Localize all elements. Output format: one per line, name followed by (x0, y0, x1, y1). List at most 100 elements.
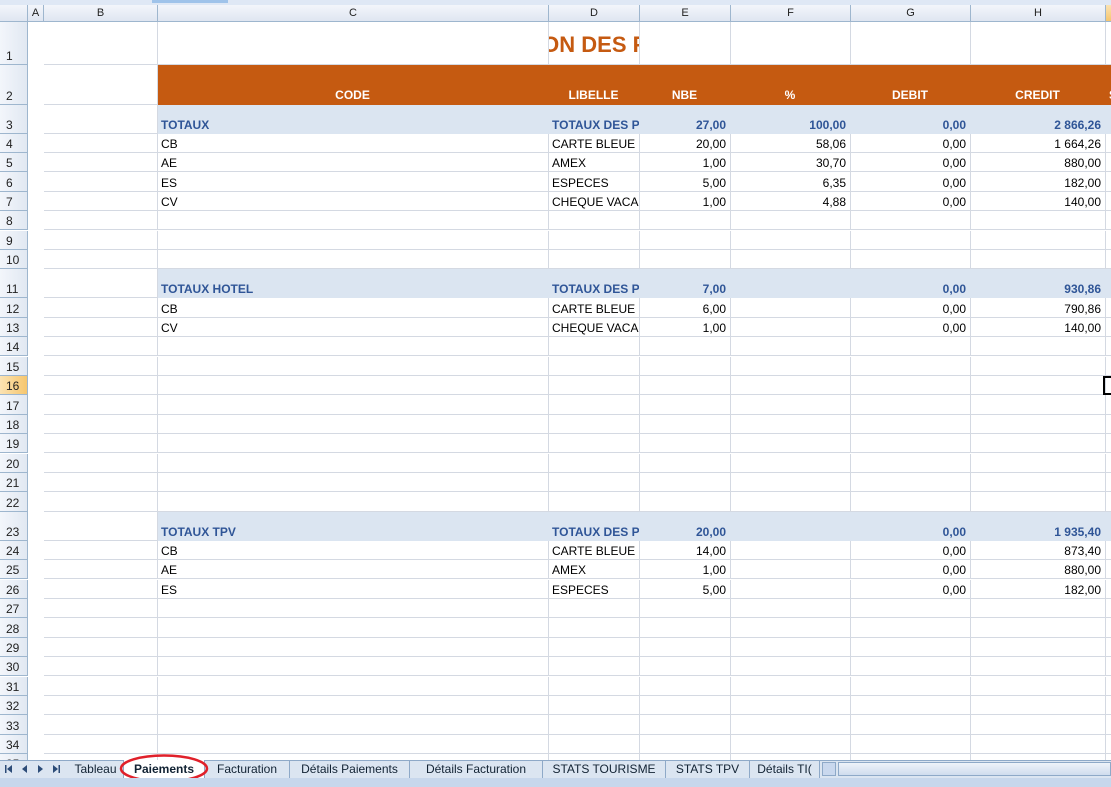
cell[interactable] (44, 453, 158, 473)
cell[interactable] (640, 657, 731, 677)
sheet-tab[interactable]: STATS TPV (666, 760, 750, 778)
cell[interactable]: % (731, 65, 851, 105)
cell[interactable] (640, 492, 731, 512)
column-header[interactable] (1106, 5, 1111, 22)
row-header[interactable]: 18 (0, 414, 28, 435)
row-header[interactable]: 24 (0, 540, 28, 561)
cell[interactable] (1106, 696, 1111, 716)
cell[interactable] (44, 133, 158, 153)
cell[interactable] (44, 317, 158, 338)
cell[interactable] (158, 434, 549, 454)
cell[interactable] (971, 434, 1106, 454)
cell[interactable]: 880,00 (1106, 560, 1111, 580)
cell[interactable] (44, 511, 158, 541)
row-header[interactable]: 23 (0, 511, 28, 541)
cell[interactable]: 1,00 (640, 152, 731, 173)
cell[interactable]: 20,00 (640, 511, 731, 541)
row-header[interactable]: 22 (0, 492, 28, 512)
row-header[interactable]: 32 (0, 695, 28, 716)
cell[interactable] (549, 492, 640, 512)
cell[interactable] (971, 337, 1106, 357)
row-header[interactable]: 29 (0, 637, 28, 658)
cell[interactable] (1106, 250, 1111, 270)
cell[interactable] (640, 453, 731, 473)
cell[interactable] (731, 492, 851, 512)
cell[interactable] (731, 695, 851, 716)
cell[interactable]: 0,00 (851, 191, 971, 212)
cell[interactable] (1106, 492, 1111, 512)
cell[interactable] (44, 375, 158, 396)
cell[interactable] (971, 715, 1106, 735)
cell[interactable]: ES (158, 172, 549, 192)
cell[interactable] (549, 637, 640, 658)
cell[interactable] (549, 375, 640, 396)
row-header[interactable]: 1 (0, 22, 28, 65)
cell[interactable] (731, 395, 851, 415)
cell[interactable] (851, 657, 971, 677)
cell[interactable] (731, 317, 851, 338)
cell[interactable]: CV (158, 191, 549, 212)
sheet-tab[interactable]: Tableau (68, 760, 124, 778)
cell[interactable]: 182,00 (971, 579, 1106, 599)
cell[interactable]: 1,00 (640, 191, 731, 212)
cell[interactable] (1106, 735, 1111, 755)
row-header[interactable]: 26 (0, 579, 28, 599)
cell[interactable] (731, 472, 851, 493)
cell[interactable] (549, 657, 640, 677)
cell[interactable] (1106, 22, 1111, 65)
cell[interactable] (1106, 638, 1111, 658)
cell[interactable] (731, 414, 851, 435)
cell[interactable] (44, 734, 158, 755)
cell[interactable]: 27,00 (640, 104, 731, 134)
cell[interactable] (44, 618, 158, 638)
cell[interactable] (731, 375, 851, 396)
cell[interactable] (158, 230, 549, 250)
cell[interactable] (1106, 415, 1111, 435)
cell[interactable] (549, 676, 640, 696)
cell[interactable] (971, 637, 1106, 658)
cell[interactable]: 0,00 (851, 298, 971, 318)
row-header[interactable]: 5 (0, 152, 28, 173)
cell[interactable] (1106, 357, 1111, 376)
cell[interactable]: AMEX (549, 560, 640, 580)
cell[interactable] (44, 211, 158, 231)
row-header[interactable]: 33 (0, 715, 28, 735)
cell[interactable] (44, 191, 158, 212)
cell[interactable] (549, 434, 640, 454)
cell[interactable] (549, 453, 640, 473)
cell[interactable] (1106, 657, 1111, 677)
cell[interactable] (731, 618, 851, 638)
cell[interactable] (851, 22, 971, 65)
cell[interactable] (44, 695, 158, 716)
cell[interactable] (1106, 337, 1111, 357)
cell[interactable] (44, 65, 158, 105)
cell[interactable] (971, 453, 1106, 473)
cell[interactable]: 0,00 (851, 511, 971, 541)
cell[interactable] (44, 676, 158, 696)
cell[interactable]: DEBIT (851, 65, 971, 105)
cell[interactable] (44, 472, 158, 493)
cell[interactable] (971, 22, 1106, 65)
cell[interactable]: CHEQUE VACANCES (549, 317, 640, 338)
cell[interactable] (731, 676, 851, 696)
cell[interactable]: 140,00 (1106, 318, 1111, 338)
cell[interactable]: 0,00 (851, 104, 971, 134)
row-header[interactable]: 4 (0, 133, 28, 153)
row-header[interactable]: 16 (0, 375, 28, 396)
sheet-tab[interactable]: Détails TI( (750, 760, 820, 778)
cell[interactable]: 182,00 (1106, 580, 1111, 599)
cell[interactable] (640, 676, 731, 696)
cell[interactable] (971, 356, 1106, 376)
cell[interactable] (731, 637, 851, 658)
column-header[interactable]: F (731, 5, 851, 22)
cell[interactable] (1106, 434, 1111, 454)
cell[interactable]: 0,00 (851, 152, 971, 173)
cell[interactable] (851, 375, 971, 396)
row-header[interactable]: 8 (0, 211, 28, 231)
cell[interactable] (549, 472, 640, 493)
cell[interactable]: 1,00 (640, 317, 731, 338)
cell[interactable] (549, 356, 640, 376)
cell[interactable]: 2 866,26 (1106, 104, 1111, 134)
row-header[interactable]: 27 (0, 598, 28, 619)
cell[interactable] (1106, 211, 1111, 231)
